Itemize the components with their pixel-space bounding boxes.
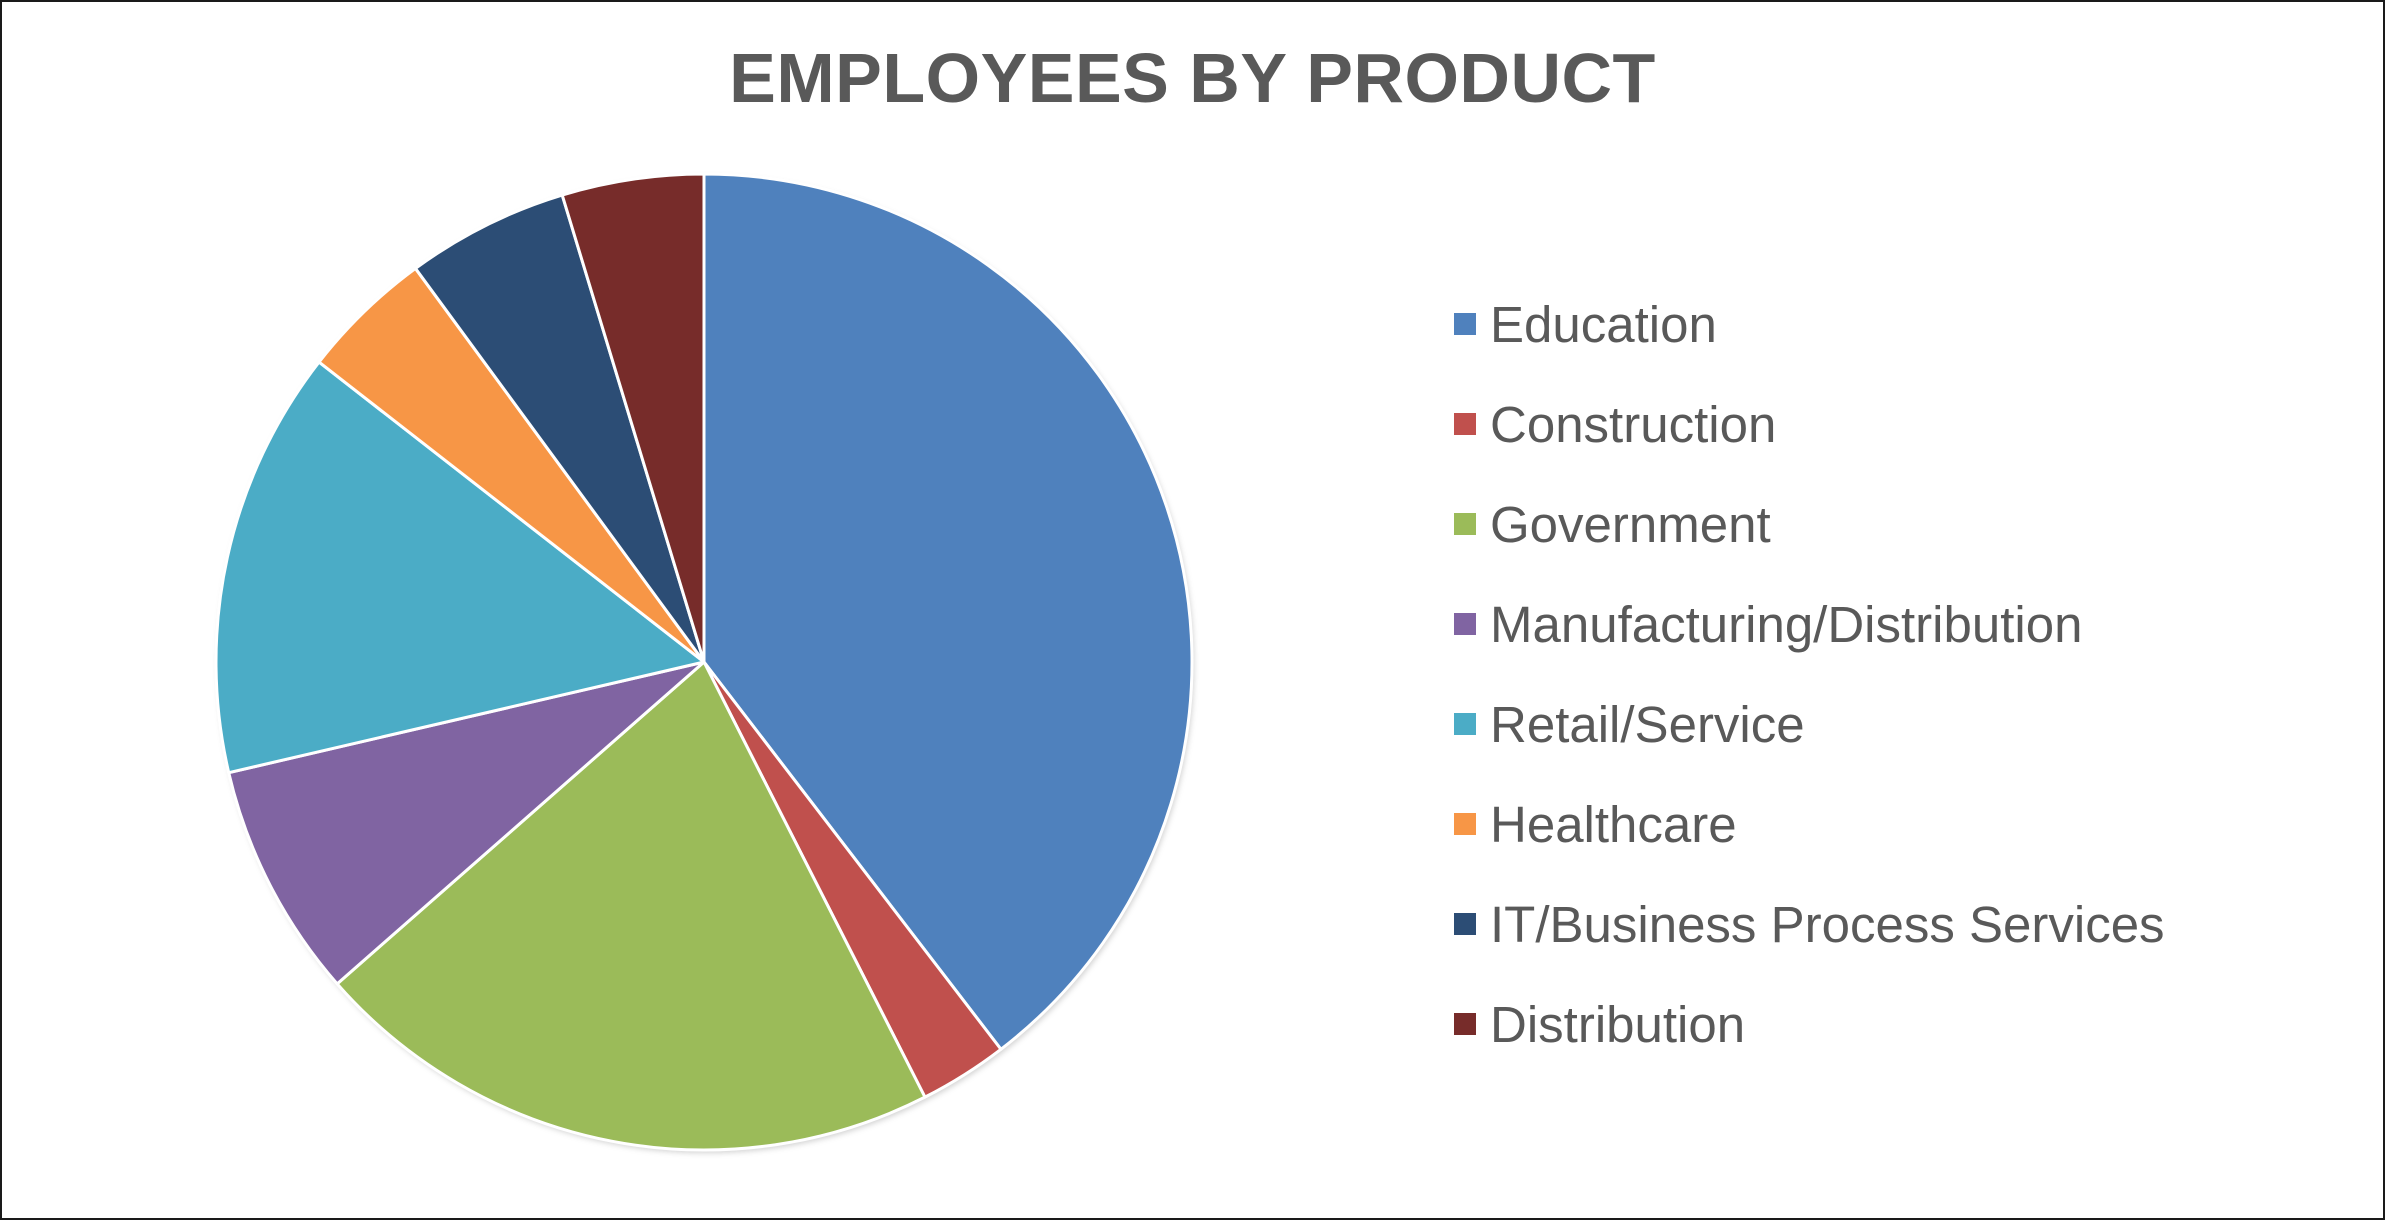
legend-label-education: Education — [1490, 296, 1717, 353]
legend-swatch-it-business-process-services — [1454, 913, 1476, 935]
legend-item-government: Government — [1454, 496, 1771, 553]
pie-slice-government — [335, 660, 927, 1152]
pie-slices — [214, 172, 1194, 1152]
legend-label-construction: Construction — [1490, 396, 1776, 453]
legend-item-education: Education — [1454, 296, 1717, 353]
legend-swatch-retail-service — [1454, 713, 1476, 735]
legend-label-healthcare: Healthcare — [1490, 796, 1737, 853]
legend-swatch-healthcare — [1454, 813, 1476, 835]
legend-label-distribution: Distribution — [1490, 996, 1745, 1053]
legend-swatch-manufacturing-distribution — [1454, 613, 1476, 635]
legend-swatch-government — [1454, 513, 1476, 535]
pie-slice-manufacturing-distribution — [227, 660, 706, 986]
legend-label-it-business-process-services: IT/Business Process Services — [1490, 896, 2165, 953]
legend-swatch-construction — [1454, 413, 1476, 435]
legend-item-distribution: Distribution — [1454, 996, 1745, 1053]
legend-item-healthcare: Healthcare — [1454, 796, 1737, 853]
legend-label-manufacturing-distribution: Manufacturing/Distribution — [1490, 596, 2082, 653]
pie-slice-it-business-process-services — [413, 193, 706, 664]
legend-label-government: Government — [1490, 496, 1771, 553]
legend-label-retail-service: Retail/Service — [1490, 696, 1805, 753]
pie-slice-distribution — [560, 172, 706, 664]
pie-slice-education — [702, 172, 1194, 1051]
legend: Education Construction Government Manufactu… — [1454, 296, 2165, 1053]
chart-title: EMPLOYEES BY PRODUCT — [729, 39, 1656, 117]
legend-swatch-education — [1454, 313, 1476, 335]
legend-item-it-business-process-services: IT/Business Process Services — [1454, 896, 2165, 953]
legend-item-manufacturing-distribution: Manufacturing/Distribution — [1454, 596, 2082, 653]
pie-slice-retail-service — [214, 360, 706, 775]
legend-swatch-distribution — [1454, 1013, 1476, 1035]
legend-item-construction: Construction — [1454, 396, 1776, 453]
legend-item-retail-service: Retail/Service — [1454, 696, 1805, 753]
